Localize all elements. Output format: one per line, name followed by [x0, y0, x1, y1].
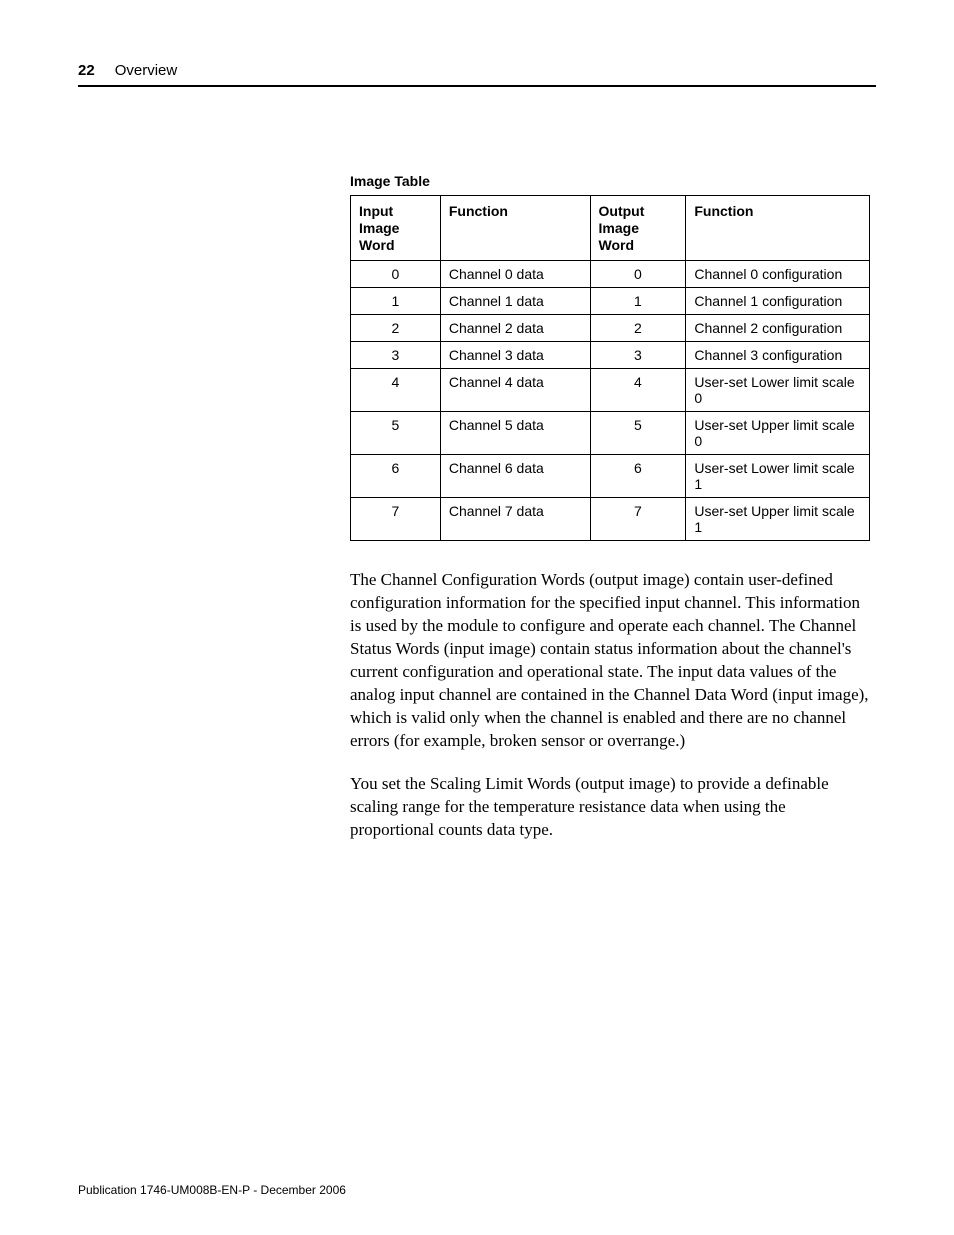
cell-output-image-word: 0 — [590, 261, 686, 288]
cell-input-image-word: 7 — [351, 498, 441, 541]
cell-output-image-word: 6 — [590, 455, 686, 498]
col-header-function-2: Function — [686, 196, 870, 261]
cell-function-output: Channel 3 configuration — [686, 342, 870, 369]
table-row: 5Channel 5 data5User-set Upper limit sca… — [351, 412, 870, 455]
page: 22 Overview Image Table Input Image Word… — [0, 0, 954, 842]
cell-output-image-word: 4 — [590, 369, 686, 412]
body-paragraph-1: The Channel Configuration Words (output … — [350, 569, 870, 753]
cell-function-input: Channel 6 data — [440, 455, 590, 498]
table-row: 4Channel 4 data4User-set Lower limit sca… — [351, 369, 870, 412]
cell-function-output: Channel 0 configuration — [686, 261, 870, 288]
table-row: 7Channel 7 data7User-set Upper limit sca… — [351, 498, 870, 541]
page-header: 22 Overview — [78, 62, 876, 87]
col-header-function-1: Function — [440, 196, 590, 261]
body-paragraph-2: You set the Scaling Limit Words (output … — [350, 773, 870, 842]
main-content: Image Table Input Image Word Function Ou… — [350, 173, 870, 842]
cell-output-image-word: 3 — [590, 342, 686, 369]
header-section-title: Overview — [115, 62, 178, 79]
cell-input-image-word: 1 — [351, 288, 441, 315]
table-row: 2Channel 2 data2Channel 2 configuration — [351, 315, 870, 342]
cell-input-image-word: 6 — [351, 455, 441, 498]
cell-function-output: Channel 2 configuration — [686, 315, 870, 342]
page-footer: Publication 1746-UM008B-EN-P - December … — [78, 1183, 346, 1197]
cell-function-input: Channel 3 data — [440, 342, 590, 369]
cell-function-input: Channel 0 data — [440, 261, 590, 288]
cell-output-image-word: 5 — [590, 412, 686, 455]
col-header-output-image-word: Output Image Word — [590, 196, 686, 261]
col-header-input-image-word: Input Image Word — [351, 196, 441, 261]
cell-input-image-word: 4 — [351, 369, 441, 412]
table-row: 1Channel 1 data1Channel 1 configuration — [351, 288, 870, 315]
cell-function-input: Channel 4 data — [440, 369, 590, 412]
cell-output-image-word: 2 — [590, 315, 686, 342]
cell-input-image-word: 0 — [351, 261, 441, 288]
cell-function-output: User-set Upper limit scale 1 — [686, 498, 870, 541]
cell-output-image-word: 7 — [590, 498, 686, 541]
cell-function-input: Channel 5 data — [440, 412, 590, 455]
cell-input-image-word: 3 — [351, 342, 441, 369]
table-row: 6Channel 6 data6User-set Lower limit sca… — [351, 455, 870, 498]
page-number: 22 — [78, 62, 95, 79]
table-row: 3Channel 3 data3Channel 3 configuration — [351, 342, 870, 369]
cell-function-input: Channel 2 data — [440, 315, 590, 342]
table-header-row: Input Image Word Function Output Image W… — [351, 196, 870, 261]
cell-input-image-word: 2 — [351, 315, 441, 342]
cell-function-output: User-set Lower limit scale 1 — [686, 455, 870, 498]
cell-input-image-word: 5 — [351, 412, 441, 455]
cell-function-output: Channel 1 configuration — [686, 288, 870, 315]
cell-function-input: Channel 7 data — [440, 498, 590, 541]
cell-function-output: User-set Lower limit scale 0 — [686, 369, 870, 412]
table-row: 0Channel 0 data0Channel 0 configuration — [351, 261, 870, 288]
image-table: Input Image Word Function Output Image W… — [350, 195, 870, 541]
cell-output-image-word: 1 — [590, 288, 686, 315]
table-title: Image Table — [350, 173, 870, 189]
cell-function-input: Channel 1 data — [440, 288, 590, 315]
cell-function-output: User-set Upper limit scale 0 — [686, 412, 870, 455]
